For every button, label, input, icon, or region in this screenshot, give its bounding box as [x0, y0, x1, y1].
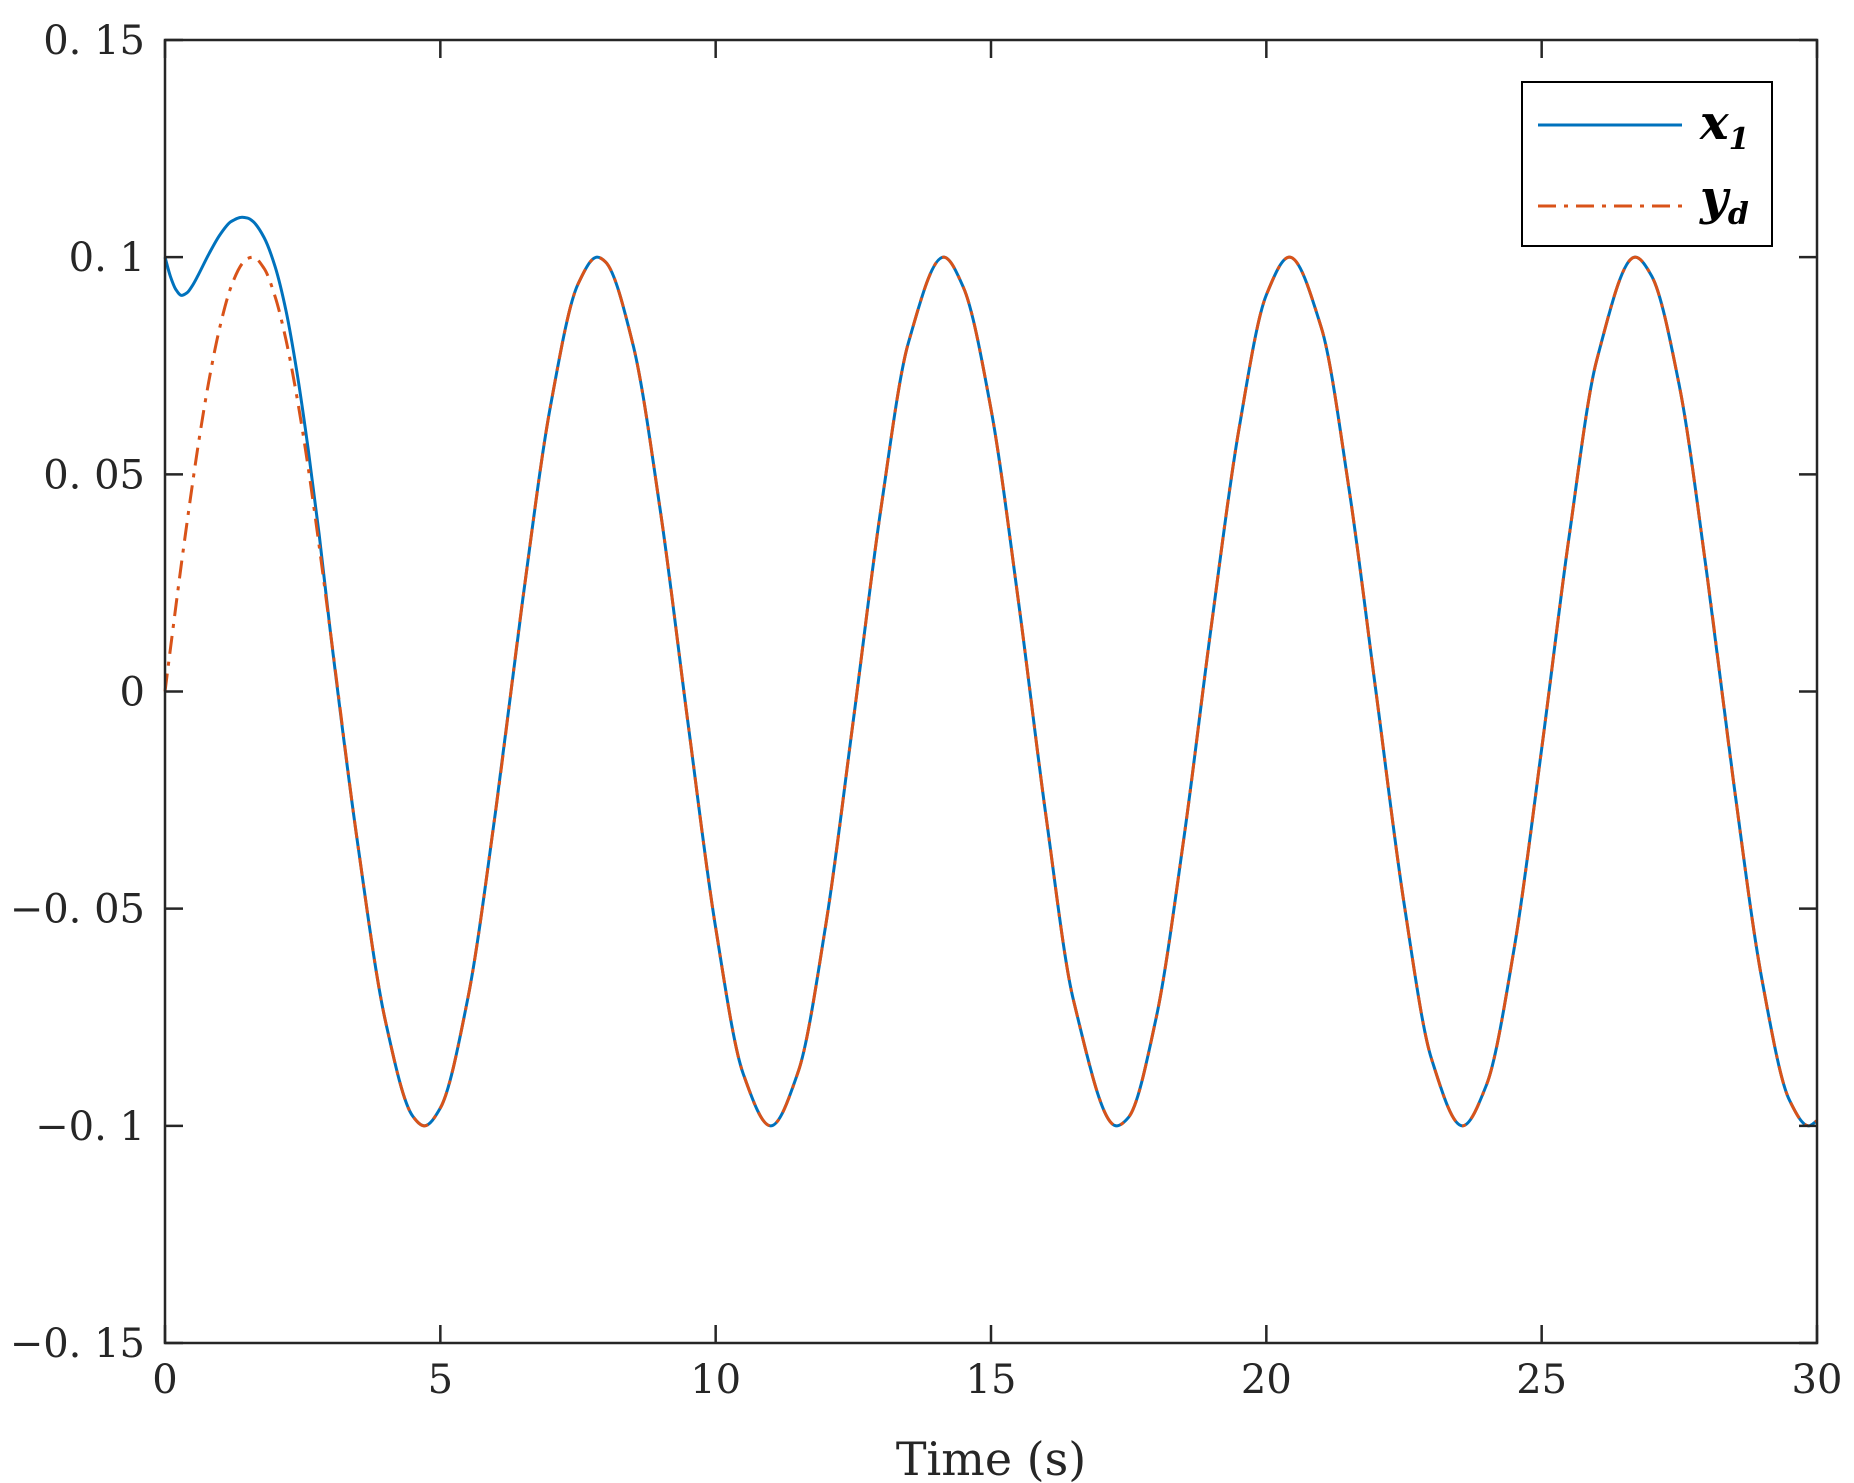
y-tick-label: 0. 15: [43, 18, 145, 64]
x-tick-label: 0: [152, 1357, 177, 1403]
legend: x1 yd: [1521, 81, 1773, 247]
x-tick-label: 10: [690, 1357, 741, 1403]
series-layer: [163, 215, 1818, 1128]
y-tick-label: 0. 05: [43, 452, 145, 498]
x-axis-label: Time (s): [896, 1432, 1086, 1483]
x-tick-labels: 0 5 10 15 20 25 30: [152, 1357, 1842, 1403]
series-line-yd: [163, 255, 1818, 1128]
x-tick-label: 5: [428, 1357, 453, 1403]
x-tick-label: 15: [966, 1357, 1017, 1403]
y-tick-label: 0. 1: [69, 235, 145, 281]
legend-label-yd: yd: [1699, 170, 1749, 232]
legend-box: [1521, 81, 1773, 247]
plot-area: [165, 40, 1817, 1343]
y-tick-label: −0. 15: [10, 1321, 145, 1367]
y-tick-label: 0: [120, 670, 145, 716]
y-tick-labels: 0. 15 0. 1 0. 05 0 −0. 05 −0. 1 −0. 15: [10, 18, 145, 1367]
y-tick-label: −0. 1: [35, 1104, 145, 1150]
x-tick-label: 25: [1516, 1357, 1567, 1403]
y-tick-label: −0. 05: [10, 887, 145, 933]
x-tick-label: 20: [1241, 1357, 1292, 1403]
x-tick-label: 30: [1792, 1357, 1843, 1403]
plot-frame: [163, 38, 1819, 1345]
legend-label-x1: x1: [1699, 95, 1750, 157]
